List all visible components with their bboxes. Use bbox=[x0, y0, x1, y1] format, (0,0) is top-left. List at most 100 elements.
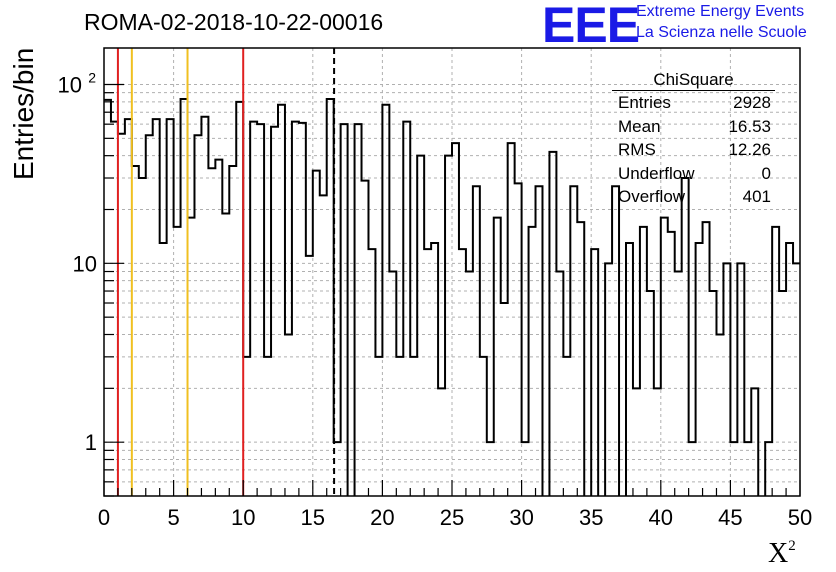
stats-row-underflow: Underflow 0 bbox=[612, 162, 775, 186]
histogram-bin bbox=[389, 272, 396, 496]
x-axis-label-base: X bbox=[768, 538, 789, 569]
histogram-bin bbox=[556, 272, 563, 496]
histogram-bin bbox=[689, 442, 696, 496]
histogram-bin bbox=[125, 119, 132, 496]
histogram-bin bbox=[271, 127, 278, 496]
histogram-bin bbox=[786, 243, 793, 496]
x-tick-label: 30 bbox=[509, 505, 533, 530]
histogram-bin bbox=[730, 442, 737, 496]
histogram-bin bbox=[549, 152, 556, 496]
histogram-bin bbox=[466, 272, 473, 496]
histogram-bin bbox=[132, 166, 139, 496]
y-tick-label-exponent: 2 bbox=[88, 70, 96, 86]
x-tick-label: 50 bbox=[788, 505, 812, 530]
x-tick-label: 15 bbox=[301, 505, 325, 530]
histogram-bin bbox=[299, 123, 306, 496]
histogram-bin bbox=[793, 263, 800, 496]
histogram-bin bbox=[640, 227, 647, 496]
x-axis-label-sup: 2 bbox=[788, 537, 796, 554]
x-tick-label: 10 bbox=[231, 505, 255, 530]
histogram-bin bbox=[654, 388, 661, 496]
x-axis-label: X2 bbox=[768, 538, 796, 570]
histogram-bin bbox=[424, 249, 431, 496]
histogram-bin bbox=[341, 124, 348, 496]
histogram-bin bbox=[501, 303, 508, 496]
histogram-bin bbox=[438, 388, 445, 496]
histogram-bin bbox=[285, 334, 292, 496]
histogram-bin bbox=[473, 186, 480, 496]
histogram-bin bbox=[570, 186, 577, 496]
histogram-bin bbox=[765, 442, 772, 496]
histogram-bin bbox=[710, 291, 717, 496]
stats-value: 2928 bbox=[733, 93, 771, 112]
histogram-bin bbox=[452, 143, 459, 496]
histogram-bin bbox=[779, 291, 786, 496]
histogram-layer bbox=[104, 97, 800, 496]
histogram-bin bbox=[703, 222, 710, 496]
histogram-bin bbox=[194, 135, 201, 496]
histogram-bin bbox=[215, 160, 222, 496]
histogram-bin bbox=[494, 218, 501, 496]
marker-lines-layer bbox=[116, 48, 336, 496]
histogram-bin bbox=[201, 117, 208, 496]
stats-box: ChiSquare Entries 2928 Mean 16.53 RMS 12… bbox=[612, 70, 775, 209]
histogram-bin bbox=[250, 122, 257, 496]
histogram-bin bbox=[675, 272, 682, 496]
stats-row-rms: RMS 12.26 bbox=[612, 138, 775, 162]
eee-logo: EEE bbox=[542, 0, 640, 53]
stats-label: Mean bbox=[618, 116, 661, 136]
x-tick-label: 20 bbox=[370, 505, 394, 530]
histogram-bin bbox=[368, 249, 375, 496]
histogram-bin bbox=[445, 156, 452, 496]
stats-label: Entries bbox=[618, 93, 671, 112]
histogram-bin bbox=[515, 183, 522, 496]
stats-row-overflow: Overflow 401 bbox=[612, 185, 775, 209]
histogram-bin bbox=[167, 119, 174, 496]
histogram-bin bbox=[403, 122, 410, 496]
histogram-bin bbox=[362, 181, 369, 496]
histogram-bin bbox=[563, 357, 570, 496]
histogram-bin bbox=[320, 195, 327, 496]
histogram-bin bbox=[264, 357, 271, 496]
histogram-bin bbox=[208, 168, 215, 496]
histogram-bin bbox=[647, 291, 654, 496]
stats-label: Overflow bbox=[618, 187, 686, 206]
histogram-bin bbox=[382, 105, 389, 496]
stats-label: Underflow bbox=[618, 163, 695, 183]
histogram-bin bbox=[772, 227, 779, 496]
y-tick-label: 1 bbox=[85, 430, 97, 455]
x-tick-label: 5 bbox=[167, 505, 179, 530]
histogram-bin bbox=[661, 218, 668, 496]
histogram-bin bbox=[591, 249, 598, 496]
histogram-bin bbox=[633, 388, 640, 496]
histogram-bin bbox=[723, 263, 730, 496]
histogram-bin bbox=[257, 124, 264, 496]
histogram-bin bbox=[668, 232, 675, 496]
histogram-bin bbox=[188, 218, 195, 496]
x-tick-label: 35 bbox=[579, 505, 603, 530]
histogram-bin bbox=[508, 143, 515, 496]
histogram-bin bbox=[577, 222, 584, 496]
stats-value: 12.26 bbox=[728, 140, 771, 159]
histogram-bin bbox=[375, 357, 382, 496]
stats-title: ChiSquare bbox=[612, 70, 775, 91]
histogram-bin bbox=[716, 334, 723, 496]
logo-line-1: Extreme Energy Events bbox=[636, 3, 805, 20]
histogram-bin bbox=[313, 171, 320, 496]
histogram-bin bbox=[153, 119, 160, 496]
histogram-bin bbox=[612, 186, 619, 496]
histogram-bin bbox=[104, 100, 111, 496]
histogram-bin bbox=[480, 357, 487, 496]
histogram-bin bbox=[751, 388, 758, 496]
x-tick-label: 0 bbox=[98, 505, 110, 530]
histogram-bin bbox=[487, 442, 494, 496]
histogram-bin bbox=[292, 122, 299, 496]
x-tick-label: 45 bbox=[718, 505, 742, 530]
histogram-bin bbox=[396, 357, 403, 496]
stats-value: 16.53 bbox=[728, 116, 771, 136]
x-tick-label: 40 bbox=[649, 505, 673, 530]
histogram-bin bbox=[146, 135, 153, 496]
histogram-bin bbox=[327, 99, 334, 496]
y-tick-label: 10 bbox=[73, 251, 97, 276]
axis-layer: 0 5 10 15 20 25 30 35 40 45 50 1 10 10 2 bbox=[58, 47, 812, 530]
